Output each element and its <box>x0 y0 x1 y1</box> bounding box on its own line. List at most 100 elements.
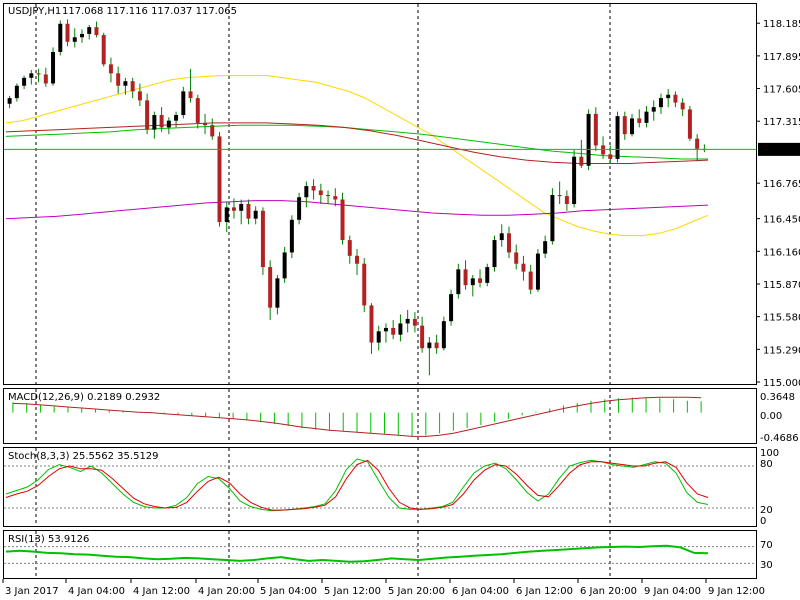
candle-body <box>123 81 128 86</box>
candle-body <box>72 37 77 42</box>
candle-body <box>666 94 671 99</box>
candle-body <box>340 199 345 241</box>
macd-series <box>12 396 702 437</box>
macd-label: MACD(12,26,9) 0.2189 0.2932 <box>8 392 160 403</box>
main-pane[interactable]: USDJPY,H1 117.068 117.116 117.037 117.06… <box>3 3 800 390</box>
time-tick-label: 5 Jan 04:00 <box>260 586 317 597</box>
symbol-label: USDJPY,H1 <box>8 6 61 17</box>
price-axis: 118.185 117.895 117.605 117.315 116.765 116.4… <box>756 19 800 389</box>
candle-body <box>586 113 591 166</box>
stoch-pane-border <box>3 447 757 527</box>
candle-body <box>463 269 468 286</box>
candle-body <box>514 252 519 264</box>
rsi-series <box>4 544 756 564</box>
candle-body <box>51 51 56 84</box>
candle-body <box>615 116 620 159</box>
time-tick-label: 5 Jan 20:00 <box>388 586 445 597</box>
candle-body <box>326 195 331 197</box>
price-tick-label: 115.290 <box>763 345 800 356</box>
candle-body <box>470 278 475 286</box>
stoch-pane[interactable]: Stoch(8,3,3) 25.5562 35.5129 100 80 20 0 <box>3 447 780 528</box>
candle-body <box>137 91 142 101</box>
price-tick-label: 116.450 <box>763 215 800 226</box>
candle-body <box>412 318 417 326</box>
candle-body <box>43 74 48 84</box>
candle-body <box>485 267 490 283</box>
candle-body <box>528 271 533 290</box>
candle-body <box>130 81 135 92</box>
time-tick-label: 6 Jan 12:00 <box>516 586 573 597</box>
time-tick-label: 9 Jan 04:00 <box>644 586 701 597</box>
macd-pane-border <box>3 388 757 444</box>
time-tick-label: 5 Jan 12:00 <box>324 586 381 597</box>
candle-body <box>318 190 323 195</box>
candle-body <box>65 23 70 42</box>
candle-body <box>101 35 106 65</box>
moving-average-2 <box>5 124 708 160</box>
candle-body <box>658 98 663 108</box>
candles <box>7 19 707 376</box>
time-axis: 3 Jan 2017 4 Jan 04:00 4 Jan 12:00 4 Jan 20… <box>2 579 765 597</box>
candle-body <box>550 195 555 242</box>
moving-average-4 <box>5 200 709 220</box>
stoch-tick-0: 0 <box>760 516 766 527</box>
candle-body <box>695 138 700 149</box>
time-tick-label: 4 Jan 20:00 <box>198 586 255 597</box>
candle-body <box>391 327 396 335</box>
candle-body <box>499 233 504 241</box>
moving-averages <box>5 75 709 237</box>
candle-body <box>398 323 403 335</box>
candle-body <box>434 342 439 349</box>
candle-body <box>282 252 287 279</box>
candle-body <box>441 321 446 349</box>
candle-body <box>535 253 540 290</box>
candle-body <box>166 120 171 128</box>
candle-body <box>630 118 635 135</box>
candle-body <box>478 278 483 283</box>
candle-body <box>203 122 208 126</box>
candle-body <box>347 240 352 256</box>
time-tick-label: 6 Jan 04:00 <box>452 586 509 597</box>
candle-body <box>622 116 627 135</box>
price-tick-label: 116.765 <box>763 179 800 190</box>
price-tick-label: 117.895 <box>763 52 800 63</box>
candle-body <box>311 185 316 191</box>
last-price-text: 117.065 <box>762 145 800 156</box>
price-tick-label: 117.315 <box>763 117 800 128</box>
candle-body <box>14 85 19 99</box>
stoch-main-line <box>5 458 709 512</box>
candle-body <box>557 195 562 197</box>
time-tick-label: 3 Jan 2017 <box>5 586 59 597</box>
candle-body <box>687 109 692 139</box>
candle-body <box>108 64 113 74</box>
rsi-pane-border <box>3 530 757 579</box>
stoch-tick-100: 100 <box>760 448 779 459</box>
candle-body <box>427 342 432 349</box>
price-tick-label: 115.000 <box>763 378 800 389</box>
rsi-pane[interactable]: RSI(13) 53.9126 70 30 <box>3 530 773 579</box>
stoch-tick-20: 20 <box>760 505 773 516</box>
candle-body <box>383 327 388 332</box>
macd-tick-bottom: -0.4686 <box>760 433 799 444</box>
candle-body <box>564 196 569 205</box>
candle-body <box>152 115 157 130</box>
macd-signal-line <box>12 396 702 437</box>
candle-body <box>362 263 367 306</box>
candle-body <box>680 102 685 110</box>
candle-body <box>304 185 309 198</box>
candle-body <box>253 210 258 219</box>
candle-body <box>210 125 215 137</box>
candle-body <box>22 77 27 86</box>
moving-average-3 <box>5 122 709 164</box>
main-pane-border <box>3 3 757 385</box>
candle-body <box>195 98 200 123</box>
candle-body <box>651 107 656 112</box>
candle-body <box>239 204 244 211</box>
candle-body <box>145 100 150 130</box>
candle-body <box>601 145 606 155</box>
candle-body <box>268 267 273 308</box>
macd-pane[interactable]: MACD(12,26,9) 0.2189 0.2932 0.3648 0.00 … <box>3 388 799 445</box>
candle-body <box>289 219 294 253</box>
candle-body <box>29 73 34 78</box>
